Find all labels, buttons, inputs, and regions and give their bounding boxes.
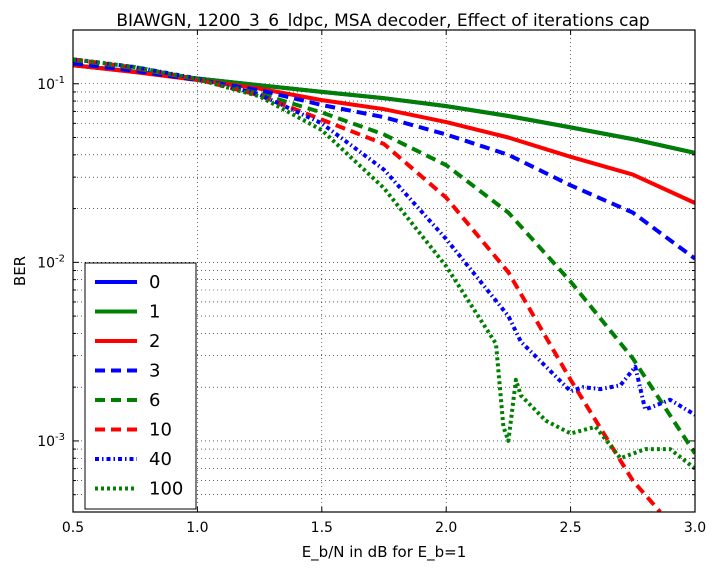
series-line-3 [73,61,695,261]
x-tick-label: 1.0 [186,520,208,536]
axis-ticks: 0.5 1.0 1.5 2.0 2.5 3.0 10-3 10-2 10-1 [37,29,706,536]
y-axis-label: BER [11,256,29,286]
legend-label-3: 3 [149,361,160,382]
x-tick-label: 2.0 [435,520,457,536]
legend-label-40: 40 [149,449,172,470]
legend: 0 1 2 3 6 10 40 100 [84,262,197,510]
series-layer [73,57,695,512]
legend-box [84,262,197,510]
y-tick-label: 10-2 [37,253,65,271]
legend-label-10: 10 [149,420,172,441]
x-tick-label: 2.5 [559,520,581,536]
y-tick-label: 10-3 [37,432,65,450]
legend-label-100: 100 [149,479,183,500]
x-tick-label: 3.0 [684,520,706,536]
x-tick-label: 0.5 [62,520,84,536]
x-tick-label: 1.5 [311,520,333,536]
x-axis-label: E_b/N in dB for E_b=1 [302,543,467,562]
legend-label-6: 6 [149,390,160,411]
chart-title: BIAWGN, 1200_3_6_ldpc, MSA decoder, Effe… [116,11,649,31]
series-line-100 [73,57,695,471]
legend-label-2: 2 [149,331,160,352]
legend-label-1: 1 [149,302,160,323]
legend-label-0: 0 [149,272,160,293]
y-tick-label: 10-1 [37,75,65,93]
